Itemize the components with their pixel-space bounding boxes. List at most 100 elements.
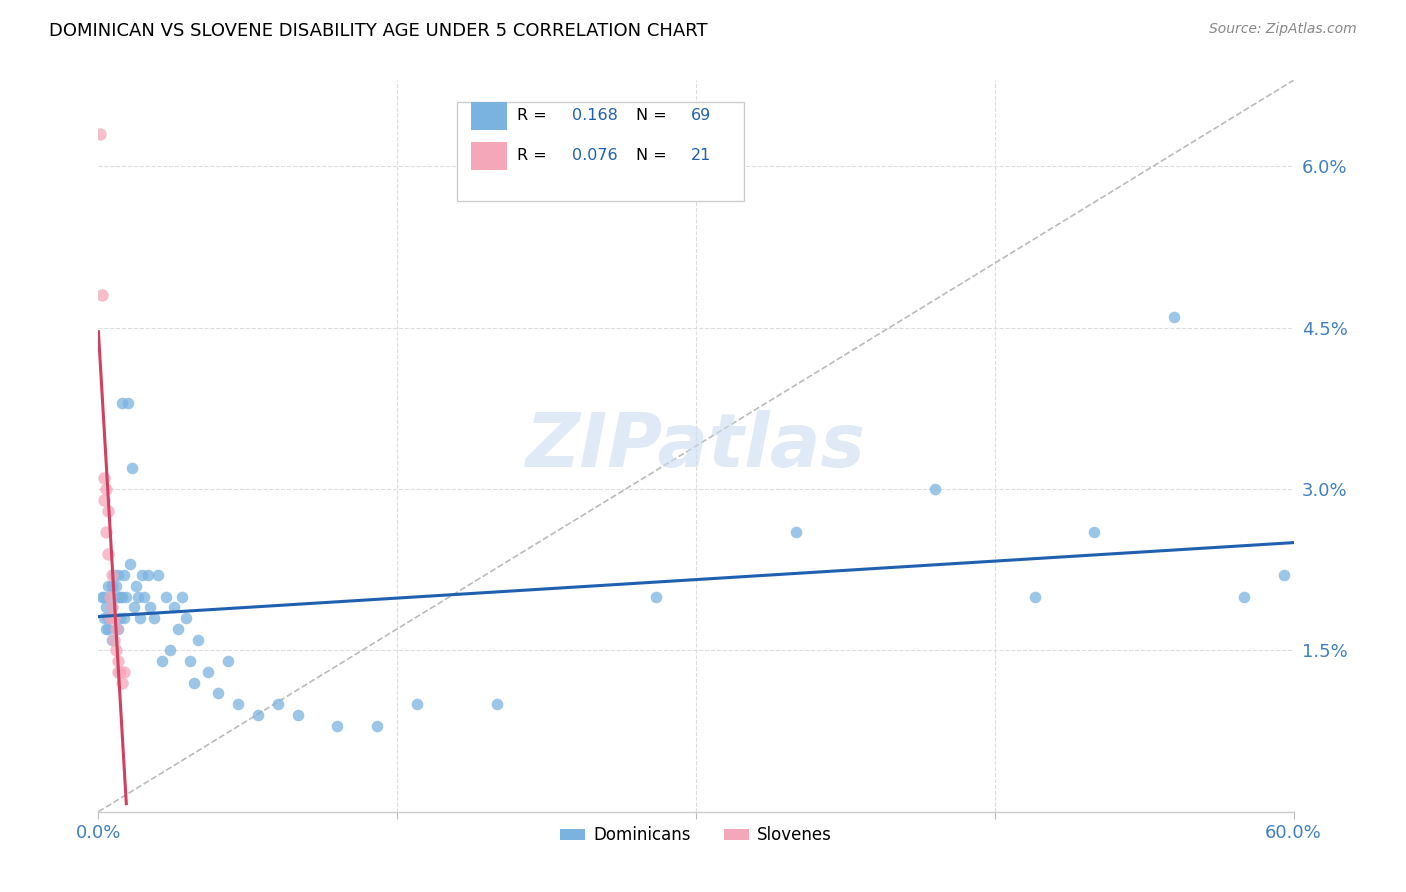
- Point: [287, 707, 309, 722]
- Point: [183, 675, 205, 690]
- Point: [98, 590, 122, 604]
- Point: [98, 590, 122, 604]
- Point: [645, 590, 668, 604]
- Point: [159, 643, 181, 657]
- Point: [366, 719, 388, 733]
- Point: [226, 697, 249, 711]
- Point: [1272, 568, 1295, 582]
- Point: [93, 471, 115, 485]
- Point: [105, 643, 128, 657]
- Point: [1163, 310, 1185, 324]
- Point: [120, 558, 142, 572]
- Point: [131, 568, 153, 582]
- Text: 0.076: 0.076: [572, 148, 617, 163]
- Point: [163, 600, 186, 615]
- Point: [267, 697, 290, 711]
- Point: [96, 622, 118, 636]
- Point: [96, 524, 118, 539]
- Point: [112, 568, 135, 582]
- Point: [91, 288, 114, 302]
- Point: [103, 611, 125, 625]
- Point: [134, 590, 156, 604]
- Point: [110, 611, 132, 625]
- Point: [125, 579, 148, 593]
- Bar: [471, 103, 508, 130]
- Point: [112, 611, 135, 625]
- Point: [197, 665, 219, 679]
- Bar: [471, 142, 508, 169]
- Text: R =: R =: [517, 108, 551, 123]
- Point: [96, 482, 118, 496]
- Point: [107, 568, 129, 582]
- Point: [93, 492, 115, 507]
- Point: [101, 568, 124, 582]
- Text: N =: N =: [636, 108, 672, 123]
- Point: [96, 600, 118, 615]
- Point: [172, 590, 194, 604]
- Point: [115, 590, 138, 604]
- Point: [111, 396, 134, 410]
- Text: 21: 21: [692, 148, 711, 163]
- Point: [105, 622, 128, 636]
- Point: [179, 654, 201, 668]
- Point: [103, 611, 125, 625]
- Text: 69: 69: [692, 108, 711, 123]
- Text: Source: ZipAtlas.com: Source: ZipAtlas.com: [1209, 22, 1357, 37]
- Point: [93, 590, 115, 604]
- Point: [124, 600, 146, 615]
- Point: [107, 654, 129, 668]
- Point: [785, 524, 807, 539]
- Point: [89, 127, 111, 141]
- Point: [101, 600, 124, 615]
- Point: [924, 482, 946, 496]
- Point: [143, 611, 166, 625]
- Point: [91, 590, 114, 604]
- Point: [101, 600, 124, 615]
- Point: [187, 632, 209, 647]
- Point: [98, 611, 122, 625]
- Point: [103, 632, 125, 647]
- Point: [167, 622, 190, 636]
- Point: [129, 611, 152, 625]
- Point: [101, 632, 124, 647]
- Point: [136, 568, 159, 582]
- Point: [150, 654, 173, 668]
- Legend: Dominicans, Slovenes: Dominicans, Slovenes: [553, 820, 839, 851]
- Point: [1083, 524, 1105, 539]
- Point: [105, 622, 128, 636]
- Point: [112, 665, 135, 679]
- Text: R =: R =: [517, 148, 551, 163]
- Point: [97, 503, 120, 517]
- Point: [97, 547, 120, 561]
- Point: [110, 590, 132, 604]
- Point: [97, 579, 120, 593]
- Text: N =: N =: [636, 148, 672, 163]
- Point: [98, 611, 122, 625]
- Point: [105, 579, 128, 593]
- Point: [217, 654, 239, 668]
- Point: [246, 707, 269, 722]
- Point: [111, 590, 134, 604]
- Point: [93, 611, 115, 625]
- Point: [97, 611, 120, 625]
- Point: [174, 611, 197, 625]
- Point: [111, 675, 134, 690]
- FancyBboxPatch shape: [457, 103, 744, 201]
- Point: [97, 622, 120, 636]
- Text: DOMINICAN VS SLOVENE DISABILITY AGE UNDER 5 CORRELATION CHART: DOMINICAN VS SLOVENE DISABILITY AGE UNDE…: [49, 22, 707, 40]
- Point: [117, 396, 139, 410]
- Point: [127, 590, 149, 604]
- Point: [148, 568, 170, 582]
- Point: [103, 568, 125, 582]
- Point: [107, 622, 129, 636]
- Point: [326, 719, 349, 733]
- Point: [406, 697, 429, 711]
- Point: [107, 590, 129, 604]
- Point: [485, 697, 508, 711]
- Point: [110, 665, 132, 679]
- Point: [1233, 590, 1256, 604]
- Point: [207, 686, 229, 700]
- Text: ZIPatlas: ZIPatlas: [526, 409, 866, 483]
- Point: [121, 460, 143, 475]
- Point: [139, 600, 162, 615]
